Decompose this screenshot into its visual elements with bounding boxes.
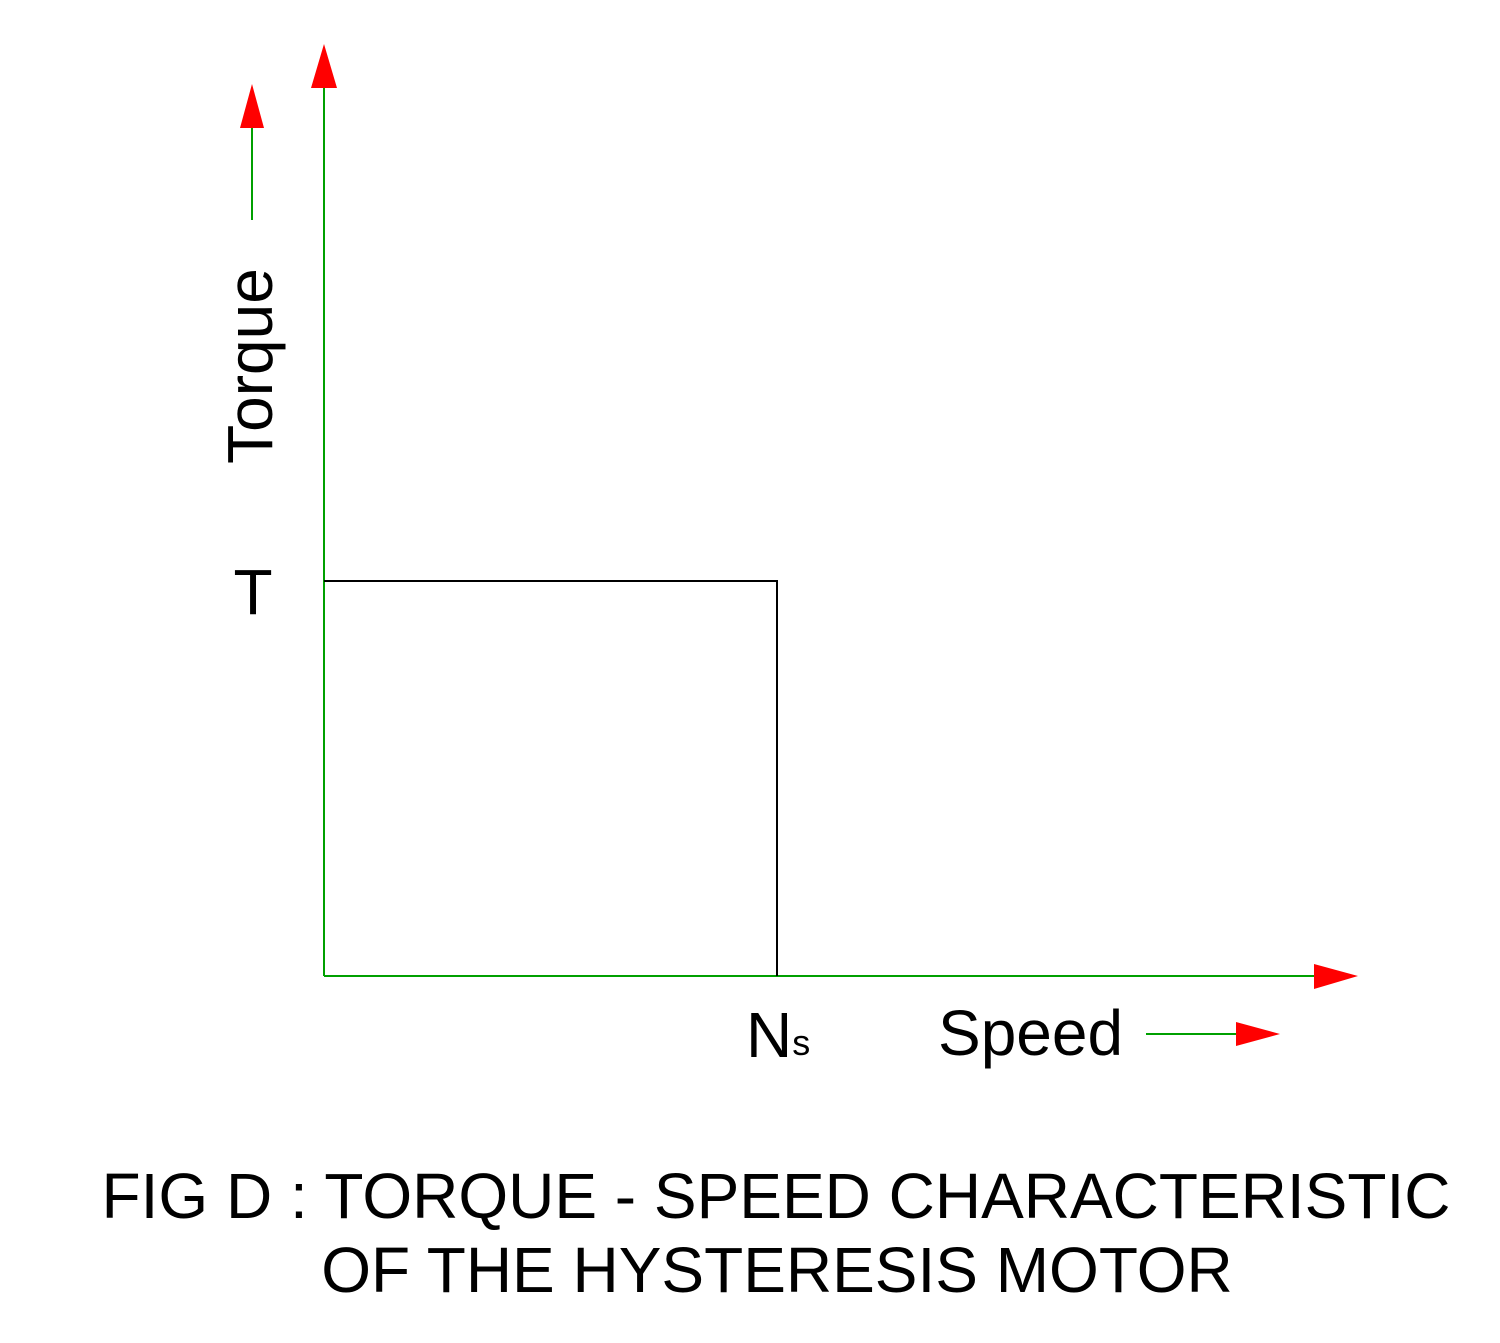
y-label-arrowhead: [240, 84, 264, 128]
x-axis-label: Speed: [938, 997, 1123, 1069]
y-axis-arrowhead: [311, 44, 337, 88]
figure-caption-line2: OF THE HYSTERESIS MOTOR: [321, 1234, 1233, 1306]
x-tick-label-subscript: s: [792, 1022, 810, 1063]
x-axis-arrowhead: [1314, 964, 1358, 989]
x-tick-label-main: N: [746, 999, 792, 1071]
x-label-arrowhead: [1236, 1022, 1280, 1046]
y-axis-label: Torque: [214, 268, 286, 464]
y-tick-label-t: T: [233, 556, 272, 628]
figure-caption-line1: FIG D : TORQUE - SPEED CHARACTERISTIC: [102, 1160, 1451, 1232]
x-tick-label-ns: Ns: [746, 999, 810, 1071]
torque-speed-curve: [324, 580, 778, 976]
